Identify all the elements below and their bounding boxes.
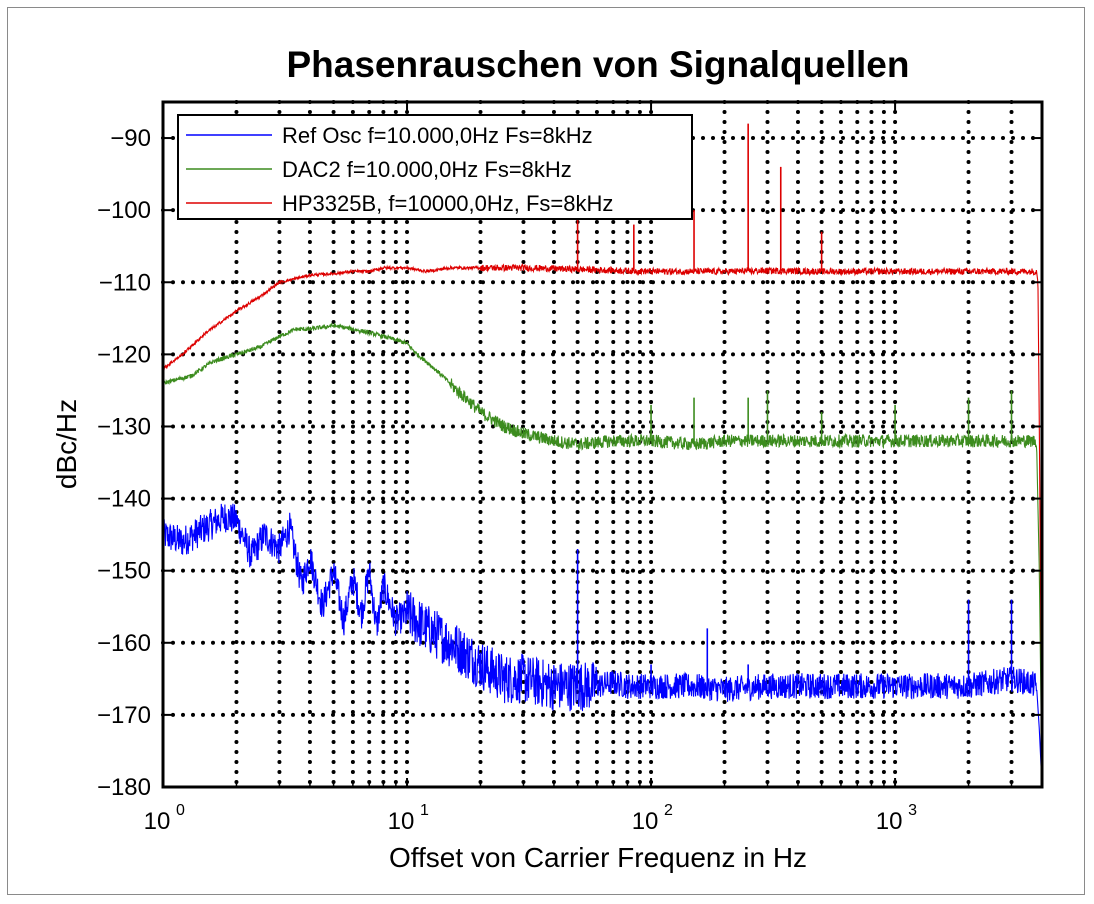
chart-title: Phasenrauschen von Signalquellen [286, 44, 909, 85]
legend-label: HP3325B, f=10000,0Hz, Fs=8kHz [282, 191, 613, 216]
x-tick-exponent: 1 [420, 802, 429, 819]
x-tick-label: 10 [632, 808, 659, 835]
y-tick-label: −170 [97, 702, 151, 729]
y-tick-label: −160 [97, 630, 151, 657]
x-tick-label: 10 [388, 808, 415, 835]
series-line [162, 263, 1043, 788]
y-tick-label: −140 [97, 486, 151, 513]
y-tick-label: −120 [97, 341, 151, 368]
axis-ticks: 10 0 10 1 10 2 10 3 −90 −100 −110 −120 −130 −140 −150 −… [97, 102, 1042, 835]
y-tick-label: −130 [97, 413, 151, 440]
x-tick-label: 10 [144, 808, 171, 835]
x-tick-exponent: 0 [176, 802, 185, 819]
y-tick-label: −150 [97, 558, 151, 585]
axes-box [161, 100, 1044, 789]
y-tick-label: −110 [99, 269, 151, 296]
y-tick-label: −100 [97, 197, 151, 224]
series-line [162, 322, 1043, 788]
x-axis-label: Offset von Carrier Frequenz in Hz [389, 842, 807, 873]
legend: Ref Osc f=10.000,0Hz Fs=8kHz DAC2 f=10.00… [177, 114, 693, 220]
x-tick-exponent: 2 [664, 802, 673, 819]
series-line [162, 503, 1043, 788]
y-tick-label: −90 [110, 125, 151, 152]
legend-label: Ref Osc f=10.000,0Hz Fs=8kHz [282, 123, 593, 148]
legend-label: DAC2 f=10.000,0Hz Fs=8kHz [282, 157, 572, 182]
legend-box [177, 114, 693, 220]
y-tick-label: −180 [97, 774, 151, 801]
x-tick-label: 10 [876, 808, 903, 835]
series-layer [162, 123, 1043, 788]
y-axis-label: dBc/Hz [51, 399, 82, 489]
x-tick-exponent: 3 [908, 802, 917, 819]
